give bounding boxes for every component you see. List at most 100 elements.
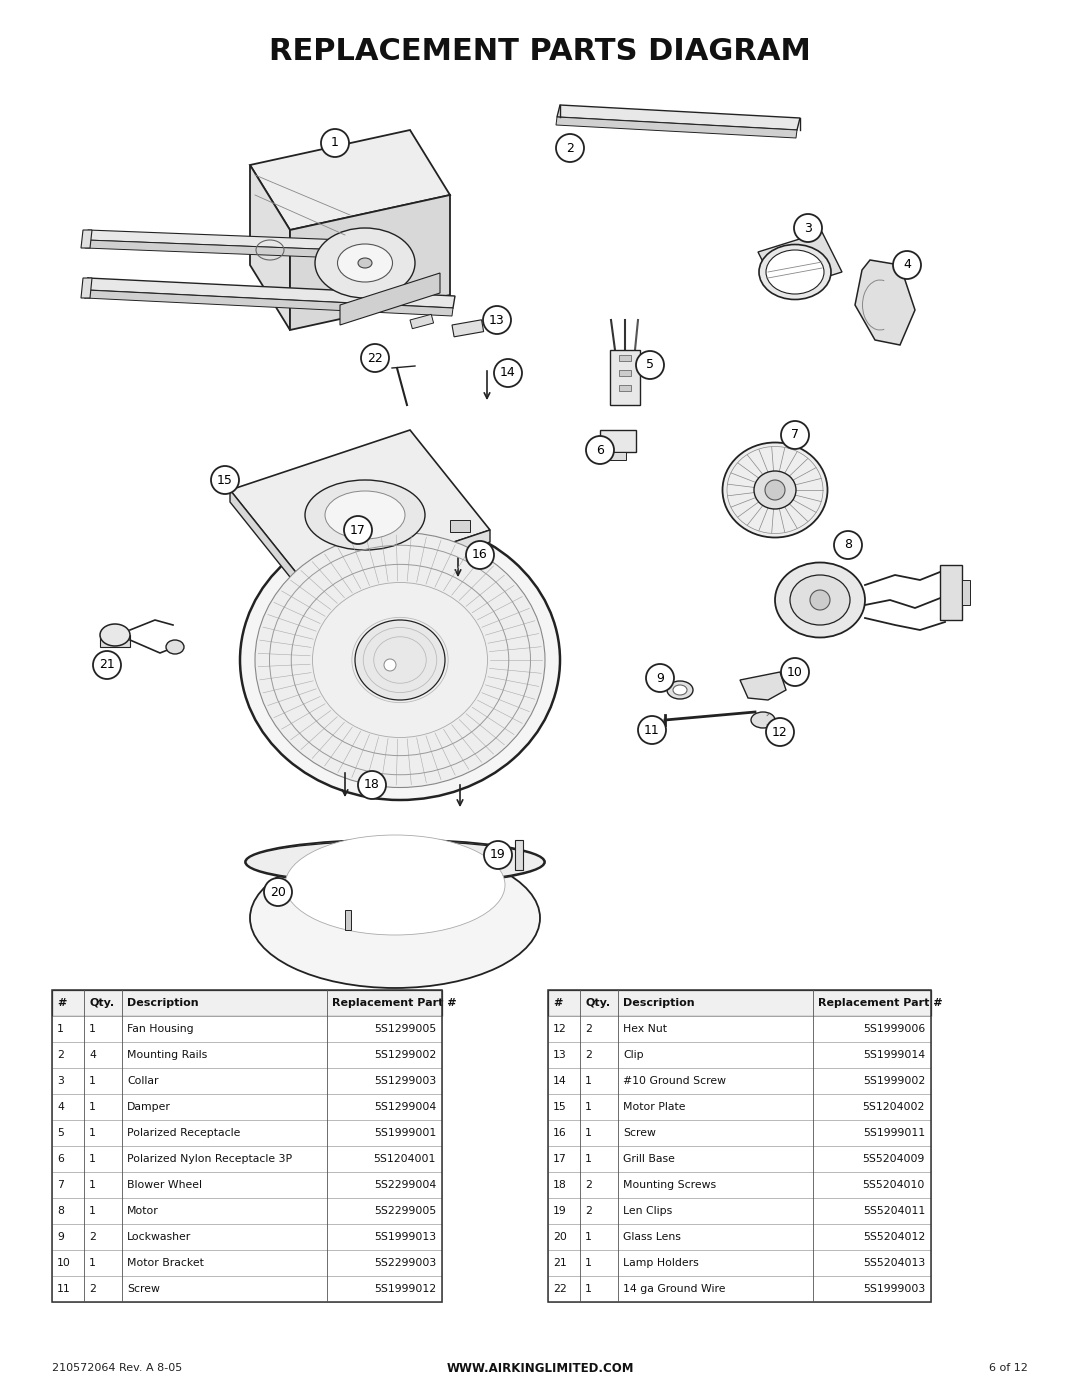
Circle shape <box>834 531 862 559</box>
Text: Lamp Holders: Lamp Holders <box>623 1259 699 1268</box>
Text: 10: 10 <box>787 665 802 679</box>
Text: 6: 6 <box>596 443 604 457</box>
Text: 1: 1 <box>57 1024 64 1034</box>
Text: 1: 1 <box>89 1076 96 1085</box>
Text: 7: 7 <box>791 429 799 441</box>
Text: 18: 18 <box>553 1180 567 1190</box>
Bar <box>52 1224 442 1250</box>
Ellipse shape <box>337 244 392 282</box>
Bar <box>52 1067 442 1094</box>
Bar <box>548 990 931 1016</box>
Text: 1: 1 <box>585 1102 592 1112</box>
Ellipse shape <box>789 576 850 624</box>
Bar <box>52 1146 442 1172</box>
Text: 5S1999003: 5S1999003 <box>863 1284 924 1294</box>
Text: 2: 2 <box>57 1051 64 1060</box>
Ellipse shape <box>325 490 405 539</box>
Text: 6: 6 <box>57 1154 64 1164</box>
Ellipse shape <box>357 258 372 268</box>
Text: 5S1999002: 5S1999002 <box>863 1076 924 1085</box>
Text: 5S1999011: 5S1999011 <box>863 1127 924 1139</box>
Ellipse shape <box>245 840 545 884</box>
Text: 14 ga Ground Wire: 14 ga Ground Wire <box>623 1284 726 1294</box>
Text: 2: 2 <box>585 1024 592 1034</box>
Ellipse shape <box>255 532 545 788</box>
Bar <box>610 351 640 405</box>
Text: 11: 11 <box>57 1284 71 1294</box>
Text: Len Clips: Len Clips <box>623 1206 672 1215</box>
Circle shape <box>93 651 121 679</box>
Circle shape <box>794 214 822 242</box>
Text: 12: 12 <box>553 1024 567 1034</box>
Text: 13: 13 <box>489 313 504 327</box>
Text: 1: 1 <box>89 1127 96 1139</box>
Bar <box>548 1042 931 1067</box>
Circle shape <box>556 134 584 162</box>
Circle shape <box>765 481 785 500</box>
Bar <box>962 580 970 605</box>
Text: 5S2299005: 5S2299005 <box>374 1206 436 1215</box>
Bar <box>619 386 631 391</box>
Ellipse shape <box>751 712 775 728</box>
Polygon shape <box>85 240 343 258</box>
Ellipse shape <box>673 685 687 694</box>
Text: 13: 13 <box>553 1051 567 1060</box>
Text: 5S1204002: 5S1204002 <box>863 1102 924 1112</box>
Bar <box>52 1094 442 1120</box>
Ellipse shape <box>754 471 796 509</box>
Text: 5S1999013: 5S1999013 <box>374 1232 436 1242</box>
Text: 5S1299003: 5S1299003 <box>374 1076 436 1085</box>
Text: Fan Housing: Fan Housing <box>127 1024 193 1034</box>
Ellipse shape <box>667 680 693 698</box>
Text: 17: 17 <box>553 1154 567 1164</box>
Text: WWW.AIRKINGLIMITED.COM: WWW.AIRKINGLIMITED.COM <box>446 1362 634 1375</box>
Text: 2: 2 <box>585 1051 592 1060</box>
Text: 2: 2 <box>89 1232 96 1242</box>
Text: 5S5204012: 5S5204012 <box>863 1232 924 1242</box>
Text: 5S5204013: 5S5204013 <box>863 1259 924 1268</box>
Text: 16: 16 <box>472 549 488 562</box>
Circle shape <box>766 718 794 746</box>
Text: 7: 7 <box>57 1180 64 1190</box>
Text: Motor: Motor <box>127 1206 159 1215</box>
Text: 14: 14 <box>500 366 516 380</box>
Text: Lockwasher: Lockwasher <box>127 1232 191 1242</box>
Circle shape <box>484 841 512 869</box>
Text: Description: Description <box>127 997 199 1009</box>
Text: 4: 4 <box>57 1102 64 1112</box>
Bar <box>52 1275 442 1302</box>
Polygon shape <box>86 231 345 250</box>
Polygon shape <box>340 272 440 326</box>
Polygon shape <box>740 672 786 700</box>
Text: 14: 14 <box>553 1076 567 1085</box>
Ellipse shape <box>305 481 426 550</box>
Bar <box>345 909 351 930</box>
Text: Screw: Screw <box>127 1284 160 1294</box>
Bar <box>940 564 962 620</box>
Text: Mounting Screws: Mounting Screws <box>623 1180 716 1190</box>
Text: #10 Ground Screw: #10 Ground Screw <box>623 1076 726 1085</box>
Bar <box>52 990 442 1302</box>
Circle shape <box>483 306 511 334</box>
Text: 5S1299005: 5S1299005 <box>374 1024 436 1034</box>
Text: 15: 15 <box>553 1102 567 1112</box>
Ellipse shape <box>355 620 445 700</box>
Circle shape <box>636 351 664 379</box>
Bar <box>548 1199 931 1224</box>
Text: 5S1299004: 5S1299004 <box>374 1102 436 1112</box>
Circle shape <box>810 590 831 610</box>
Text: 5S5204010: 5S5204010 <box>863 1180 924 1190</box>
Bar <box>52 1016 442 1042</box>
Text: Glass Lens: Glass Lens <box>623 1232 680 1242</box>
Text: 3: 3 <box>57 1076 64 1085</box>
Text: Grill Base: Grill Base <box>623 1154 675 1164</box>
Bar <box>52 1199 442 1224</box>
Text: 4: 4 <box>903 258 910 271</box>
Bar <box>515 840 523 870</box>
Ellipse shape <box>766 250 824 293</box>
Text: 17: 17 <box>350 524 366 536</box>
Ellipse shape <box>246 841 544 883</box>
Text: Screw: Screw <box>623 1127 656 1139</box>
Text: 1: 1 <box>585 1232 592 1242</box>
Text: 21: 21 <box>553 1259 567 1268</box>
